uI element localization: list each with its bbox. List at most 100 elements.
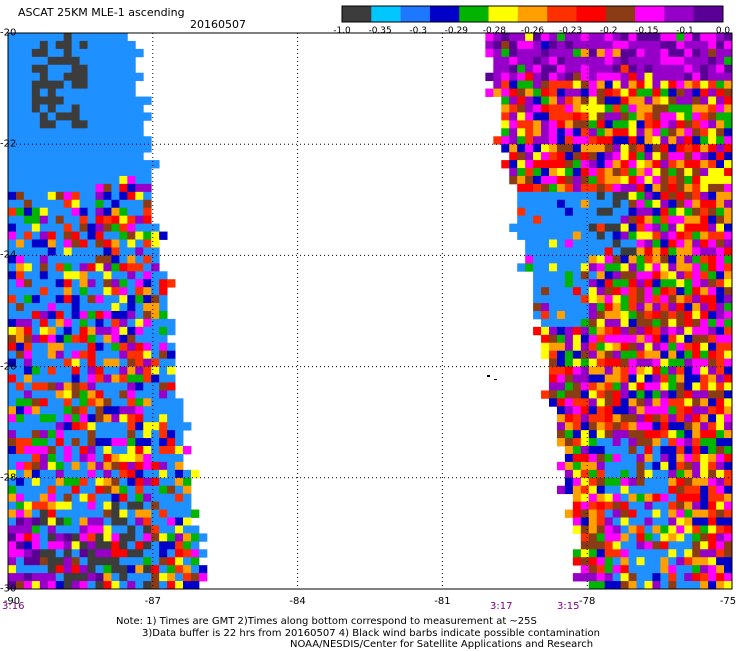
- data-cell: [588, 318, 598, 328]
- data-cell: [135, 295, 144, 304]
- data-cell: [493, 48, 502, 58]
- data-cell: [628, 64, 637, 74]
- data-cell: [119, 581, 128, 590]
- data-cell: [620, 326, 629, 336]
- data-cell: [135, 366, 144, 375]
- data-cell: [580, 453, 590, 463]
- data-cell: [119, 247, 128, 256]
- data-cell: [159, 533, 168, 542]
- data-cell: [556, 207, 566, 217]
- data-cell: [95, 541, 104, 550]
- data-cell: [676, 279, 685, 288]
- data-cell: [676, 509, 685, 518]
- data-cell: [47, 446, 57, 455]
- data-cell: [549, 311, 558, 320]
- data-cell: [580, 152, 590, 161]
- data-cell: [620, 175, 629, 185]
- data-cell: [15, 414, 25, 423]
- data-cell: [159, 334, 168, 344]
- data-cell: [47, 80, 57, 89]
- data-cell: [127, 64, 136, 74]
- data-cell: [47, 168, 57, 177]
- data-cell: [87, 160, 96, 169]
- data-cell: [588, 120, 598, 129]
- data-cell: [8, 144, 17, 153]
- data-cell: [628, 493, 637, 503]
- data-cell: [628, 72, 637, 82]
- data-cell: [517, 231, 526, 240]
- data-cell: [668, 215, 677, 225]
- data-cell: [716, 295, 725, 304]
- data-cell: [604, 239, 614, 248]
- data-cell: [151, 541, 160, 550]
- data-cell: [8, 64, 17, 74]
- data-cell: [533, 247, 542, 256]
- data-cell: [628, 152, 637, 161]
- data-cell: [724, 334, 733, 344]
- data-cell: [23, 207, 33, 217]
- data-cell: [55, 287, 65, 296]
- data-cell: [652, 72, 661, 82]
- data-cell: [8, 557, 17, 566]
- data-cell: [95, 469, 104, 479]
- data-cell: [533, 295, 542, 304]
- data-cell: [517, 207, 526, 217]
- data-cell: [63, 40, 73, 50]
- data-cell: [628, 80, 637, 89]
- data-cell: [564, 168, 574, 177]
- data-cell: [541, 128, 550, 137]
- data-cell: [533, 231, 542, 240]
- data-cell: [724, 390, 733, 399]
- data-cell: [39, 525, 49, 534]
- data-cell: [47, 207, 57, 217]
- data-cell: [564, 414, 574, 423]
- data-cell: [87, 453, 96, 463]
- data-cell: [39, 160, 49, 169]
- data-cell: [676, 72, 685, 82]
- data-cell: [572, 382, 582, 391]
- colorbar-label: -0.23: [558, 26, 583, 36]
- data-cell: [644, 295, 653, 304]
- data-cell: [700, 40, 709, 50]
- data-cell: [87, 223, 96, 232]
- data-cell: [668, 160, 677, 169]
- data-cell: [15, 358, 25, 367]
- data-cell: [620, 48, 629, 58]
- data-cell: [8, 247, 17, 256]
- data-cell: [95, 342, 104, 352]
- data-cell: [588, 557, 598, 566]
- data-cell: [47, 231, 57, 240]
- data-cell: [564, 207, 574, 217]
- data-cell: [588, 136, 598, 145]
- data-cell: [47, 88, 57, 97]
- x-tick-label: -75: [719, 596, 737, 607]
- data-cell: [79, 112, 88, 121]
- data-cell: [620, 501, 629, 510]
- data-cell: [628, 382, 637, 391]
- data-cell: [644, 287, 653, 296]
- data-cell: [636, 279, 645, 288]
- data-cell: [652, 493, 661, 503]
- data-cell: [700, 72, 709, 82]
- data-cell: [628, 104, 637, 113]
- data-cell: [103, 303, 112, 312]
- data-cell: [95, 56, 104, 66]
- colorbar-swatch: [664, 6, 695, 22]
- data-cell: [87, 287, 96, 296]
- data-cell: [564, 136, 574, 145]
- data-cell: [684, 453, 693, 463]
- data-cell: [556, 168, 566, 177]
- data-cell: [668, 406, 677, 415]
- data-cell: [15, 104, 25, 113]
- data-cell: [604, 247, 614, 256]
- data-cell: [652, 461, 661, 471]
- data-cell: [525, 175, 534, 185]
- data-cell: [71, 453, 81, 463]
- data-cell: [31, 168, 41, 177]
- data-cell: [708, 255, 717, 264]
- data-cell: [533, 239, 542, 248]
- data-cell: [533, 199, 542, 209]
- data-cell: [127, 334, 136, 344]
- data-cell: [564, 453, 574, 463]
- data-cell: [31, 207, 41, 217]
